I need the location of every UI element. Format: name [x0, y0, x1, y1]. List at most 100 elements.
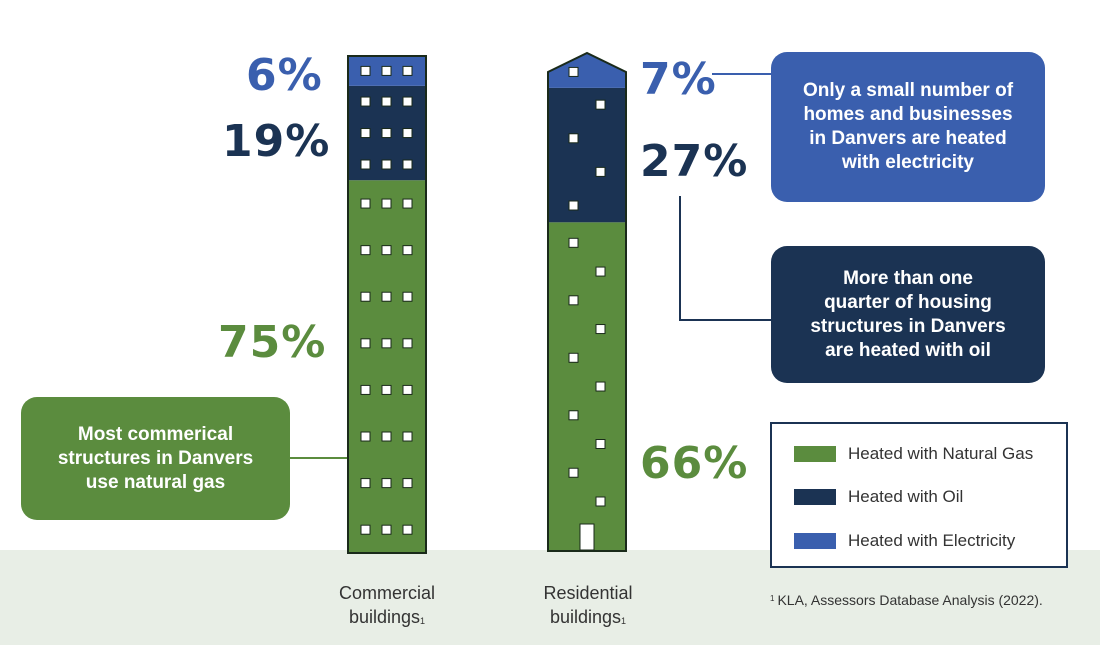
commercial-window — [381, 291, 392, 302]
legend-item-oil: Heated with Oil — [794, 486, 963, 508]
oil-callout-line: are heated with oil — [825, 339, 991, 361]
commercial-window — [360, 478, 371, 489]
residential-window — [595, 266, 606, 277]
residential-gas-segment — [548, 222, 626, 551]
oil-callout: More than one quarter of housing structu… — [771, 246, 1045, 383]
commercial-label: Commercial buildings1 — [317, 581, 457, 629]
commercial-gas-segment — [348, 180, 426, 553]
residential-footnote-marker: 1 — [621, 616, 627, 626]
residential-label-line2: buildings — [549, 607, 622, 627]
commercial-window — [360, 159, 371, 170]
residential-window — [568, 200, 579, 211]
residential-window — [595, 381, 606, 392]
commercial-footnote-marker: 1 — [420, 616, 426, 626]
commercial-window — [381, 478, 392, 489]
residential-window — [568, 352, 579, 363]
residential-window — [568, 410, 579, 421]
commercial-label-line2: buildings — [348, 607, 421, 627]
commercial-window — [402, 524, 413, 535]
electricity-callout: Only a small number of homes and busines… — [771, 52, 1045, 202]
commercial-window — [402, 128, 413, 139]
commercial-window — [402, 245, 413, 256]
commercial-window — [381, 338, 392, 349]
commercial-window — [360, 245, 371, 256]
residential-window — [595, 324, 606, 335]
commercial-window — [402, 384, 413, 395]
residential-window — [595, 99, 606, 110]
electricity-callout-line: homes and businesses — [803, 104, 1013, 125]
oil-callout-line: structures in Danvers — [810, 315, 1006, 337]
commercial-building — [347, 55, 427, 554]
source-footnote: 1 KLA, Assessors Database Analysis (2022)… — [770, 592, 1043, 608]
commercial-electricity-pct: 6% — [246, 50, 323, 101]
residential-outline — [547, 51, 627, 552]
commercial-window — [360, 524, 371, 535]
residential-label: Residential buildings1 — [518, 581, 658, 629]
residential-oil-pct: 27% — [640, 136, 749, 187]
legend-label-gas: Heated with Natural Gas — [848, 444, 1034, 463]
commercial-window — [381, 524, 392, 535]
residential-window — [568, 133, 579, 144]
residential-oil-segment — [548, 87, 626, 223]
commercial-window — [381, 431, 392, 442]
legend-item-gas: Heated with Natural Gas — [794, 443, 1033, 465]
commercial-window — [360, 198, 371, 209]
commercial-window — [360, 338, 371, 349]
commercial-window — [381, 96, 392, 107]
legend-swatch-electricity — [794, 533, 836, 549]
commercial-label-line1: Commercial — [338, 583, 435, 603]
legend-swatch-gas — [794, 446, 836, 462]
residential-window — [568, 295, 579, 306]
residential-window — [595, 439, 606, 450]
legend-label-oil: Heated with Oil — [848, 487, 964, 506]
residential-door — [579, 523, 595, 551]
legend-swatch-oil — [794, 489, 836, 505]
commercial-window — [402, 65, 413, 76]
commercial-window — [360, 65, 371, 76]
commercial-window — [360, 431, 371, 442]
commercial-window — [381, 159, 392, 170]
commercial-window — [381, 245, 392, 256]
residential-electricity-pct: 7% — [640, 54, 717, 105]
residential-window — [568, 467, 579, 478]
residential-label-line1: Residential — [543, 583, 633, 603]
residential-window — [568, 237, 579, 248]
commercial-window — [381, 384, 392, 395]
gas-callout-line: structures in Danvers — [57, 447, 254, 469]
commercial-window — [402, 478, 413, 489]
commercial-window — [381, 128, 392, 139]
commercial-window — [381, 65, 392, 76]
oil-callout-line: More than one — [843, 267, 973, 289]
legend-label-electricity: Heated with Electricity — [848, 531, 1016, 550]
commercial-window — [360, 96, 371, 107]
electricity-callout-line: in Danvers are heated — [809, 128, 1007, 149]
commercial-oil-pct: 19% — [222, 116, 331, 167]
commercial-window — [402, 198, 413, 209]
commercial-outline — [347, 55, 427, 554]
commercial-window — [402, 431, 413, 442]
commercial-window — [402, 96, 413, 107]
commercial-window — [360, 291, 371, 302]
footnote-marker: 1 — [770, 594, 775, 603]
residential-electricity-segment — [548, 53, 626, 88]
residential-building — [547, 51, 627, 552]
electricity-callout-line: Only a small number of — [802, 80, 1014, 101]
commercial-window — [360, 128, 371, 139]
chart-legend: Heated with Natural Gas Heated with Oil … — [770, 422, 1068, 568]
gas-callout: Most commerical structures in Danvers us… — [21, 397, 290, 520]
commercial-window — [402, 338, 413, 349]
residential-window — [595, 166, 606, 177]
electricity-callout-line: with electricity — [841, 152, 974, 173]
commercial-window — [381, 198, 392, 209]
gas-callout-line: use natural gas — [85, 471, 226, 493]
gas-callout-line: Most commerical — [77, 423, 234, 445]
legend-item-electricity: Heated with Electricity — [794, 530, 1015, 552]
oil-callout-connector — [679, 196, 772, 321]
commercial-window — [402, 159, 413, 170]
oil-callout-line: quarter of housing — [824, 291, 992, 313]
residential-gas-pct: 66% — [640, 438, 749, 489]
commercial-gas-pct: 75% — [218, 317, 327, 368]
residential-window — [568, 66, 579, 77]
residential-window — [595, 496, 606, 507]
